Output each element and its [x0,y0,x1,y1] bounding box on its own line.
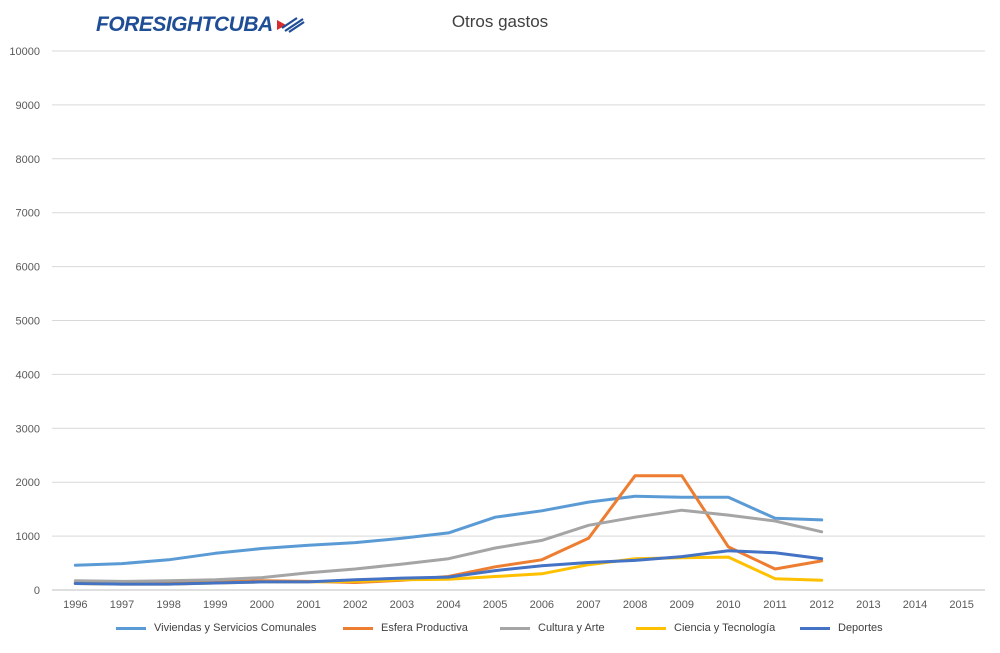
legend-label: Ciencia y Tecnología [674,622,776,634]
x-tick-label: 2009 [670,599,694,611]
y-tick-label: 7000 [16,208,40,220]
x-tick-label: 2004 [436,599,460,611]
legend-item: Esfera Productiva [343,622,468,634]
legend-swatch [116,626,146,630]
x-tick-label: 2014 [903,599,927,611]
logo-text: FORESIGHTCUBA [96,13,273,36]
legend-label: Esfera Productiva [381,622,468,634]
x-tick-label: 2002 [343,599,367,611]
legend-item: Cultura y Arte [500,622,605,634]
y-tick-label: 6000 [16,262,40,274]
series-line-5 [73,549,824,586]
x-tick-label: 2008 [623,599,647,611]
y-tick-label: 1000 [16,531,40,543]
x-tick-label: 1996 [63,599,87,611]
y-tick-label: 4000 [16,369,40,381]
y-tick-label: 5000 [16,316,40,328]
legend-label: Viviendas y Servicios Comunales [154,622,317,634]
legend-label: Cultura y Arte [538,622,605,634]
x-tick-label: 2012 [809,599,833,611]
x-tick-label: 2010 [716,599,740,611]
chart-legend: Viviendas y Servicios Comunales Esfera Pr… [0,622,1000,644]
y-tick-label: 9000 [16,100,40,112]
x-tick-label: 2005 [483,599,507,611]
x-tick-label: 2007 [576,599,600,611]
legend-item: Deportes [800,622,883,634]
x-tick-label: 1998 [156,599,180,611]
legend-swatch [636,626,666,630]
x-tick-label: 2003 [390,599,414,611]
series-line-1 [73,494,824,567]
legend-label: Deportes [838,622,883,634]
x-tick-label: 2013 [856,599,880,611]
x-tick-label: 2015 [949,599,973,611]
y-tick-label: 2000 [16,477,40,489]
legend-swatch [500,626,530,630]
y-tick-label: 10000 [9,46,40,58]
legend-swatch [343,626,373,630]
y-tick-label: 8000 [16,154,40,166]
legend-swatch [800,626,830,630]
x-tick-label: 2000 [250,599,274,611]
foresightcuba-logo: FORESIGHTCUBA [96,10,305,40]
series-line-2 [73,474,824,585]
y-tick-label: 0 [34,585,40,597]
y-tick-label: 3000 [16,423,40,435]
x-tick-label: 1999 [203,599,227,611]
x-tick-label: 2001 [296,599,320,611]
x-tick-label: 2011 [763,599,787,611]
cuban-flag-icon [276,17,305,33]
x-tick-label: 2006 [530,599,554,611]
legend-item: Ciencia y Tecnología [636,622,775,634]
legend-item: Viviendas y Servicios Comunales [116,622,316,634]
series-line-3 [73,508,824,583]
chart-title: Otros gastos [451,12,549,31]
x-tick-label: 1997 [110,599,134,611]
